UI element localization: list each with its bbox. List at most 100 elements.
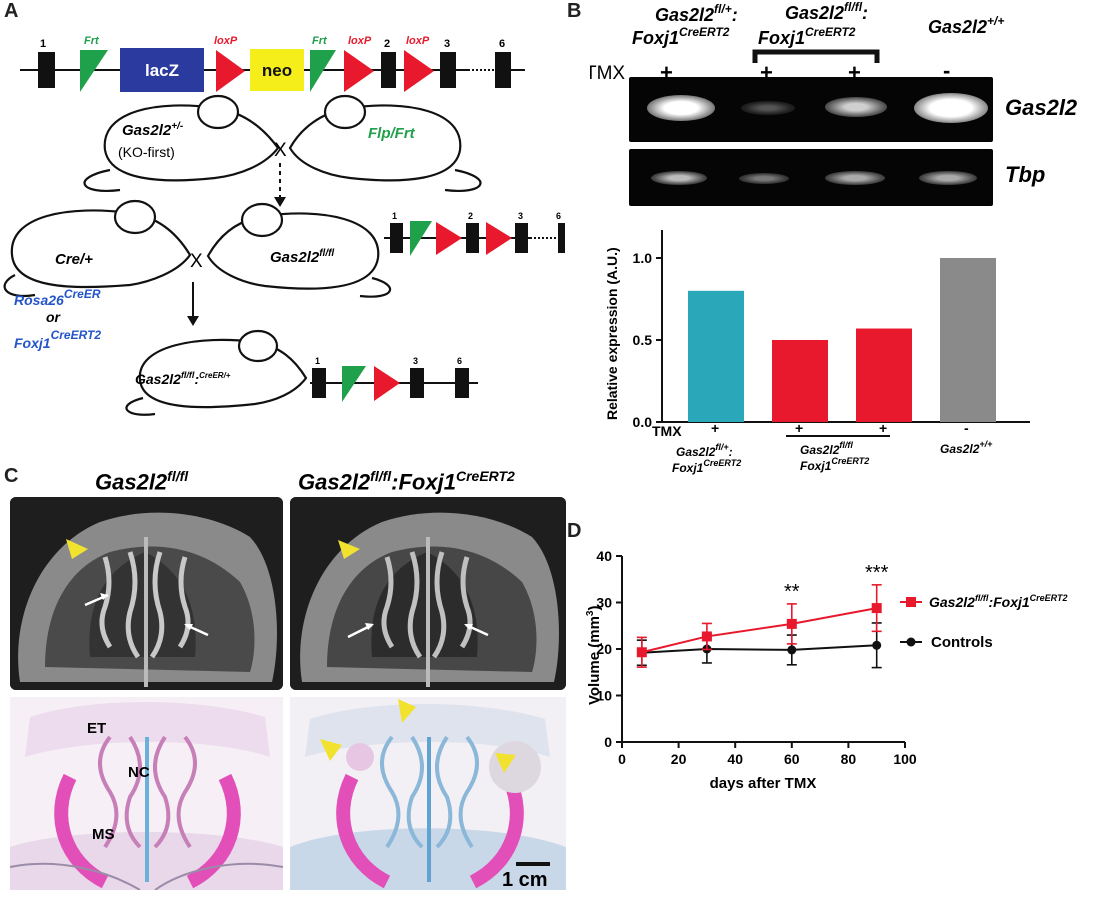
title-right-mid: :Foxj1 xyxy=(391,469,456,495)
significance-marker: *** xyxy=(865,562,889,584)
exon-3 xyxy=(440,52,456,88)
exon-label-6: 6 xyxy=(556,211,561,221)
exon-label-2: 2 xyxy=(468,211,473,221)
line-y-tick-label: 30 xyxy=(596,595,612,611)
genotype-header-2b: Foxj1CreERT2 xyxy=(758,25,856,48)
expression-bar xyxy=(772,340,828,422)
line-x-axis-label: days after TMX xyxy=(710,775,817,792)
line-x-tick-label: 80 xyxy=(841,751,857,767)
bar-group-2-line2: Foxj1CreERT2 xyxy=(800,456,869,473)
bar-y-tick-label: 0.5 xyxy=(633,332,653,348)
gel-label-gas2l2: Gas2l2 xyxy=(1005,95,1078,120)
exon-label-2: 2 xyxy=(384,38,390,50)
line-y-tick-label: 10 xyxy=(596,688,612,704)
line-y-tick-label: 40 xyxy=(596,548,612,564)
gel-image-tbp xyxy=(629,149,993,206)
bar-tmx-sign-1: + xyxy=(711,420,719,436)
exon-label-6: 6 xyxy=(457,356,462,366)
bar-tmx-sign-4: - xyxy=(964,420,969,436)
loxp-site-icon xyxy=(374,366,400,401)
bar-tmx-sign-3: + xyxy=(879,420,887,436)
frt-label: Frt xyxy=(84,35,100,47)
arrowhead-icon xyxy=(338,540,360,559)
exon-label-3: 3 xyxy=(413,356,418,366)
exon-3 xyxy=(410,368,424,398)
exon-label-6: 6 xyxy=(499,38,505,50)
lacz-label: lacZ xyxy=(145,61,179,80)
legend-marker-mutant xyxy=(906,597,916,607)
genotype-header-1b: Foxj1CreERT2 xyxy=(632,25,730,48)
mouse1-sub: (KO-first) xyxy=(118,144,175,160)
exon-6 xyxy=(455,368,469,398)
genotype-header-1: Gas2l2fl/+: xyxy=(655,2,738,25)
line-x-tick-label: 100 xyxy=(893,751,917,767)
mouse2-name: Flp/Frt xyxy=(368,125,416,142)
rosa-label: Rosa26CreER xyxy=(14,287,101,308)
exon-label-1: 1 xyxy=(315,356,320,366)
gel-image-gas2l2 xyxy=(629,77,993,142)
arrow-down-icon xyxy=(274,197,286,207)
title-right-sup2: CreERT2 xyxy=(455,468,515,484)
title-left-sup: fl/fl xyxy=(167,468,189,484)
panel-label-a: A xyxy=(4,0,19,22)
data-point-mutant xyxy=(701,631,712,642)
line-x-tick-label: 20 xyxy=(671,751,687,767)
panel-label-b: B xyxy=(567,0,582,22)
histology-image-control xyxy=(10,697,283,890)
title-right-name: Gas2l2 xyxy=(298,469,371,495)
mouse3-name: Cre/+ xyxy=(55,251,93,268)
panel-label-d: D xyxy=(567,520,582,542)
bar-tmx-sign-2: + xyxy=(795,420,803,436)
data-point-mutant xyxy=(636,647,647,658)
mouse1-name: Gas2l2+/- xyxy=(122,121,184,139)
exon-label-3: 3 xyxy=(444,38,450,50)
bar-y-axis-label: Relative expression (A.U.) xyxy=(604,247,620,420)
legend-label-controls: Controls xyxy=(931,634,993,651)
loxp-site-icon xyxy=(216,50,245,92)
label-et: ET xyxy=(87,720,107,737)
bar-y-tick-label: 0.0 xyxy=(633,414,653,430)
exon-6 xyxy=(558,223,565,253)
panel-a-diagram: 1 Frt lacZ loxP neo Frt loxP 2 loxP 3 6 … xyxy=(3,35,565,416)
frt-label: Frt xyxy=(312,35,328,47)
arrow-icon xyxy=(365,623,374,630)
tmx-label: TMX xyxy=(590,63,625,84)
exon-3 xyxy=(515,223,528,253)
bar-group-1-line1: Gas2l2fl/+: xyxy=(676,442,733,459)
genotype-header-3: Gas2l2+/+ xyxy=(928,14,1004,37)
scale-bar-label: 1 cm xyxy=(502,869,548,891)
loxp-site-icon xyxy=(486,222,512,255)
legend-label-mutant: Gas2l2fl/fl:Foxj1CreERT2 xyxy=(929,593,1068,610)
histology-image-mutant xyxy=(290,697,566,890)
arrow-icon xyxy=(184,624,193,630)
significance-marker: ** xyxy=(784,581,800,603)
frt-site-icon xyxy=(80,50,108,92)
mouse5-name: Gas2l2fl/fl:CreER/+ xyxy=(135,370,231,387)
cross-x-icon: X xyxy=(190,251,203,272)
exon-2 xyxy=(466,223,479,253)
loxp-label: loxP xyxy=(348,35,372,47)
exon-6 xyxy=(495,52,511,88)
line-x-tick-label: 60 xyxy=(784,751,800,767)
loxp-label: loxP xyxy=(214,35,238,47)
cross-x-icon: X xyxy=(274,140,287,161)
loxp-site-icon xyxy=(404,50,434,92)
mouse-icon xyxy=(288,94,482,192)
frt-site-icon xyxy=(342,366,366,402)
line-y-tick-label: 20 xyxy=(596,641,612,657)
exon-1 xyxy=(390,223,403,253)
expression-bar-chart: Relative expression (A.U.) 0.0 0.5 1.0 TMX… xyxy=(604,230,1030,475)
mouse-icon xyxy=(206,202,392,298)
title-right-sup1: fl/fl xyxy=(370,468,392,484)
data-point-controls xyxy=(872,640,882,650)
panel-c-title-left: Gas2l2fl/fl xyxy=(95,468,188,495)
bar-y-tick-label: 1.0 xyxy=(633,250,653,266)
legend-marker-controls xyxy=(906,637,916,647)
line-y-tick-label: 0 xyxy=(604,734,612,750)
mri-image-mutant xyxy=(290,497,566,690)
arrowhead-icon xyxy=(495,753,516,773)
line-y-axis-label: Volume (mm3) xyxy=(585,606,603,705)
bar-tmx-label: TMX xyxy=(652,423,682,439)
arrow-icon xyxy=(100,593,108,600)
